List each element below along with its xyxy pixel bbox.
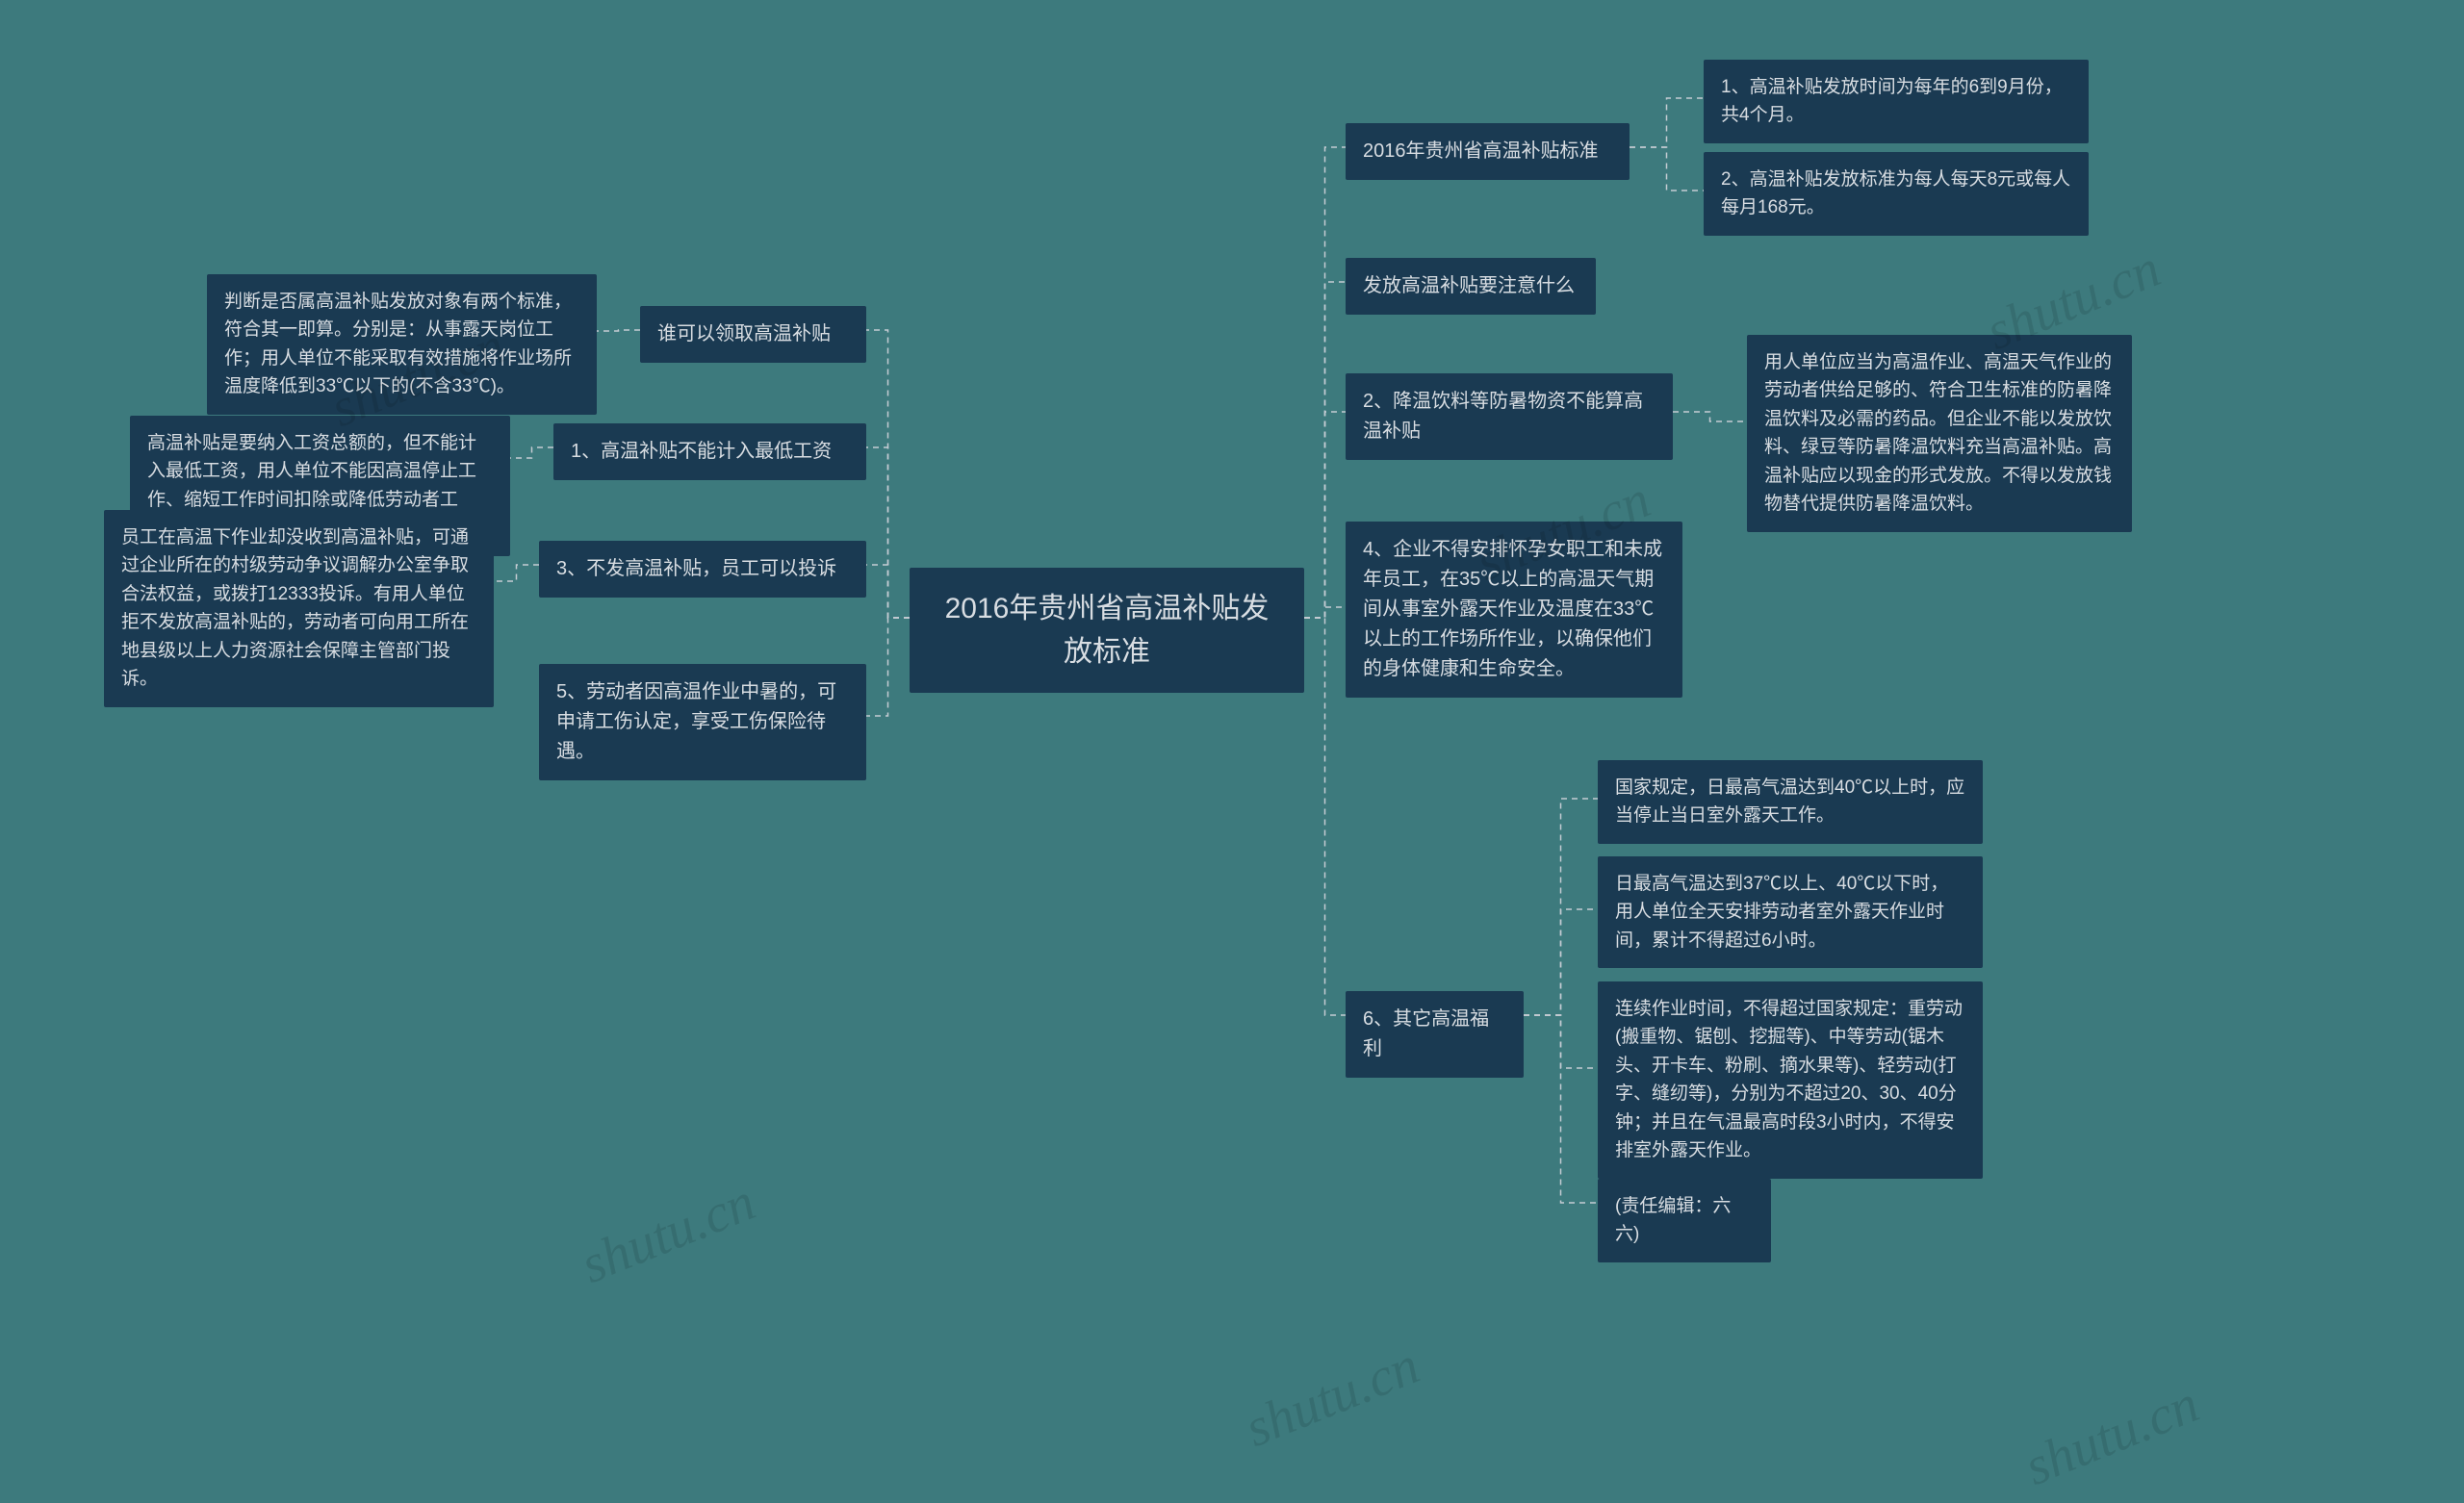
branch-attention: 发放高温补贴要注意什么 bbox=[1346, 258, 1596, 315]
branch-pregnant-minor: 4、企业不得安排怀孕女职工和未成年员工，在35℃以上的高温天气期间从事室外露天作… bbox=[1346, 522, 1682, 698]
branch-drinks-not-subsidy: 2、降温饮料等防暑物资不能算高温补贴 bbox=[1346, 373, 1673, 460]
leaf-editor: (责任编辑：六六) bbox=[1598, 1179, 1771, 1262]
connector-layer bbox=[0, 0, 2464, 1503]
branch-heatstroke-insurance: 5、劳动者因高温作业中暑的，可申请工伤认定，享受工伤保险待遇。 bbox=[539, 664, 866, 780]
leaf-standard-time: 1、高温补贴发放时间为每年的6到9月份，共4个月。 bbox=[1704, 60, 2089, 143]
root-node: 2016年贵州省高温补贴发放标准 bbox=[910, 568, 1304, 693]
watermark: shutu.cn bbox=[573, 1171, 763, 1296]
watermark: shutu.cn bbox=[1237, 1335, 1427, 1460]
watermark: shutu.cn bbox=[2016, 1373, 2207, 1498]
leaf-benefit-continuous: 连续作业时间，不得超过国家规定：重劳动(搬重物、锯刨、挖掘等)、中等劳动(锯木头… bbox=[1598, 981, 1983, 1179]
leaf-drinks-not-subsidy-detail: 用人单位应当为高温作业、高温天气作业的劳动者供给足够的、符合卫生标准的防暑降温饮… bbox=[1747, 335, 2132, 532]
branch-not-min-wage: 1、高温补贴不能计入最低工资 bbox=[553, 423, 866, 480]
leaf-who-can-receive-detail: 判断是否属高温补贴发放对象有两个标准，符合其一即算。分别是：从事露天岗位工作；用… bbox=[207, 274, 597, 415]
leaf-standard-amount: 2、高温补贴发放标准为每人每天8元或每人每月168元。 bbox=[1704, 152, 2089, 236]
branch-complaint: 3、不发高温补贴，员工可以投诉 bbox=[539, 541, 866, 598]
leaf-benefit-37-40c: 日最高气温达到37℃以上、40℃以下时，用人单位全天安排劳动者室外露天作业时间，… bbox=[1598, 856, 1983, 968]
branch-who-can-receive: 谁可以领取高温补贴 bbox=[640, 306, 866, 363]
leaf-benefit-40c: 国家规定，日最高气温达到40℃以上时，应当停止当日室外露天工作。 bbox=[1598, 760, 1983, 844]
leaf-complaint-detail: 员工在高温下作业却没收到高温补贴，可通过企业所在的村级劳动争议调解办公室争取合法… bbox=[104, 510, 494, 707]
branch-standard: 2016年贵州省高温补贴标准 bbox=[1346, 123, 1630, 180]
branch-other-benefits: 6、其它高温福利 bbox=[1346, 991, 1524, 1078]
